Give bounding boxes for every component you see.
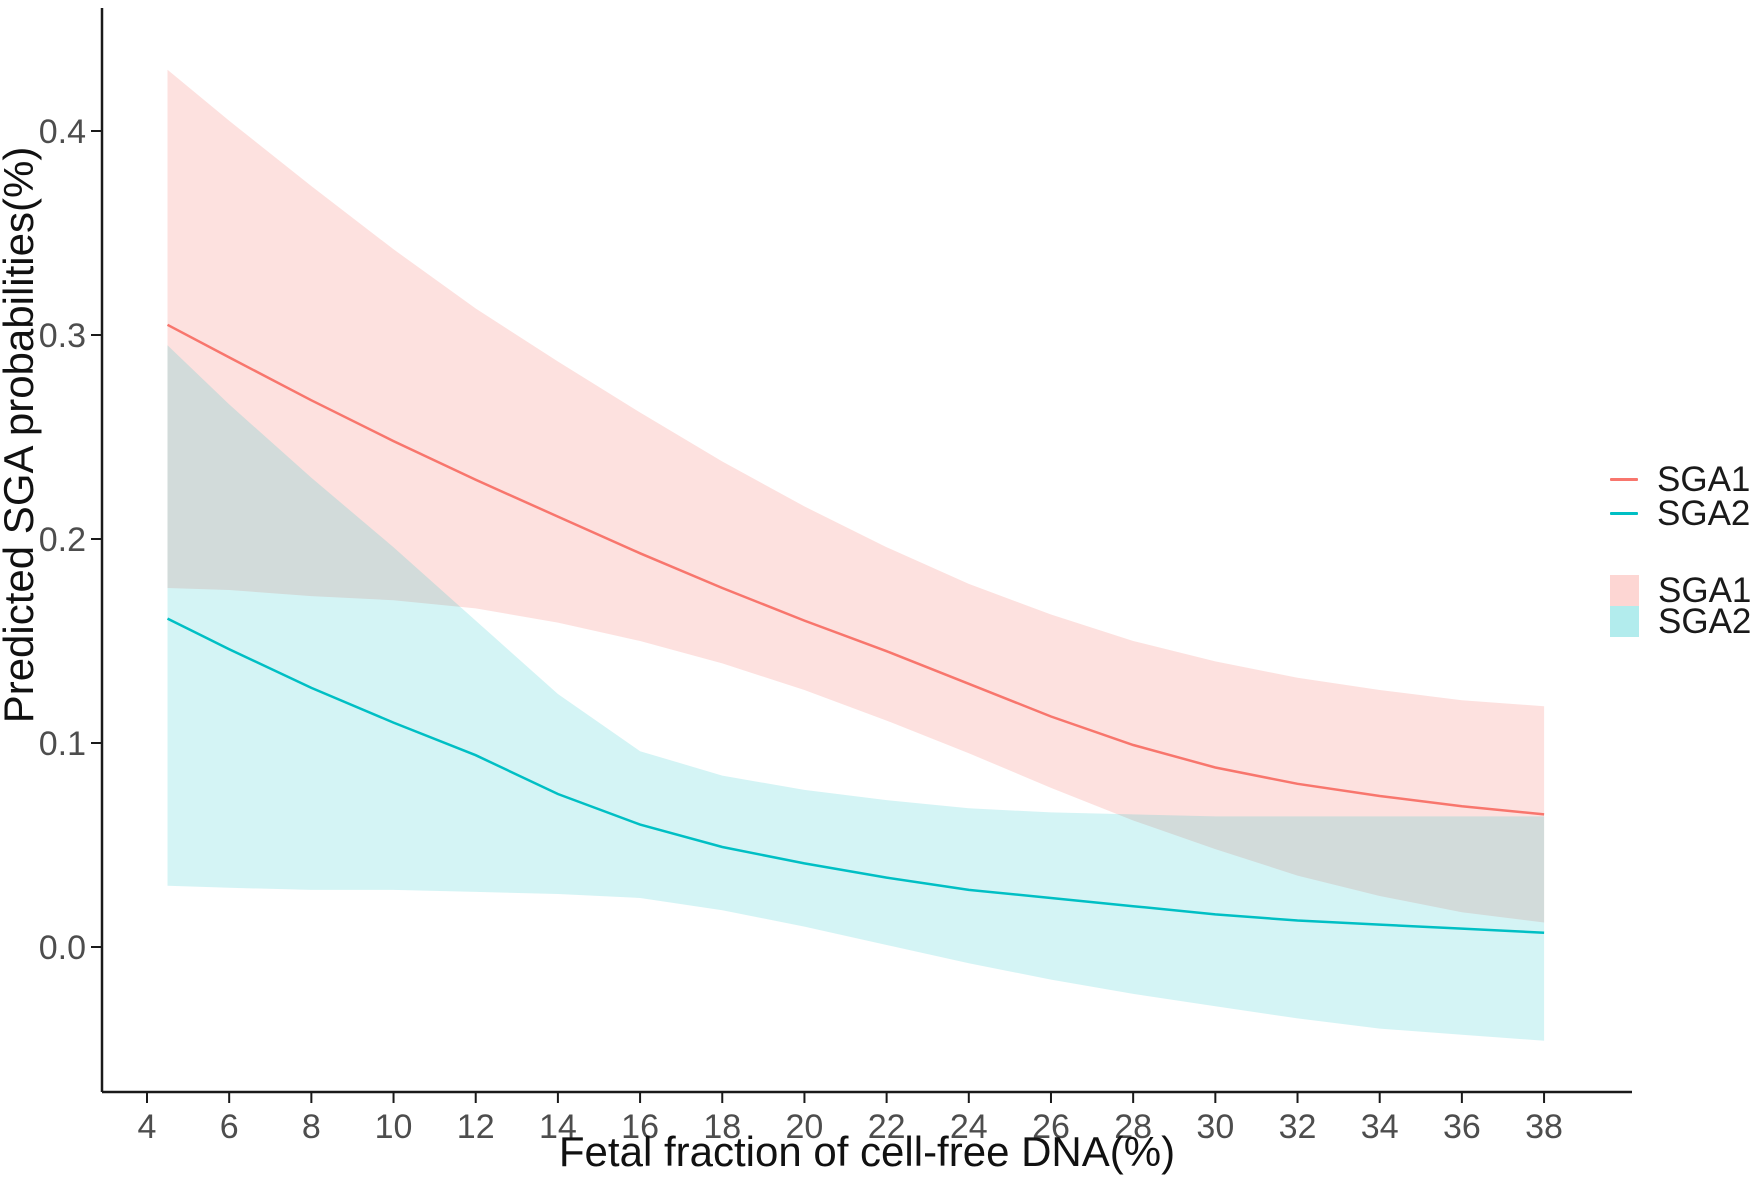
- legend-entry-fill-sga2: SGA2: [1610, 602, 1752, 641]
- legend-label: SGA1: [1658, 571, 1752, 610]
- sga1-line-key-icon: [1610, 477, 1638, 481]
- legend-group-gap: [1610, 530, 1751, 575]
- legend-label: SGA2: [1657, 493, 1751, 533]
- y-tick-label: 0.4: [39, 113, 86, 151]
- y-tick-label: 0.3: [39, 317, 86, 355]
- sga1-line: [166, 323, 1545, 816]
- sga2-ribbon: [167, 345, 1545, 1041]
- x-tick-label: 30: [1196, 1108, 1234, 1146]
- x-axis-title: Fetal fraction of cell-free DNA(%): [558, 1128, 1176, 1175]
- x-axis: 4 6 8 10 12 14 16 18 20 22 24 26 28 30 32 34 36 38: [102, 1090, 1632, 1146]
- x-tick-label: 14: [539, 1108, 577, 1146]
- sga2-line-key-icon: [1610, 511, 1638, 515]
- x-tick-label: 18: [703, 1108, 741, 1146]
- y-axis-title-text: Predicted SGA probabilities(%): [0, 146, 42, 724]
- y-axis-title: Predicted SGA probabilities(%): [0, 147, 43, 724]
- legend-label: SGA1: [1657, 459, 1751, 499]
- sga1-ribbon: [167, 69, 1545, 923]
- legend: SGA1 SGA2 SGA1 SGA2: [1610, 459, 1752, 641]
- legend-entry-fill-sga1: SGA1: [1610, 571, 1752, 610]
- x-tick-label: 12: [457, 1108, 495, 1146]
- x-tick-label: 34: [1361, 1108, 1399, 1146]
- legend-fill-group: SGA1 SGA2: [1610, 571, 1752, 641]
- sga2-ribbon-key-icon: [1610, 606, 1639, 637]
- legend-entry-line-sga2: SGA2: [1610, 493, 1751, 533]
- legend-entry-line-sga1: SGA1: [1610, 459, 1751, 499]
- y-tick-label: 0.1: [39, 725, 86, 763]
- x-tick-label: 4: [138, 1108, 157, 1146]
- y-tick-label: 0.0: [39, 929, 86, 967]
- x-tick-label: 22: [868, 1108, 906, 1146]
- legend-line-group: SGA1 SGA2: [1610, 459, 1751, 533]
- y-axis: 0.0 0.1 0.2 0.3 0.4: [39, 8, 104, 1092]
- x-tick-label: 36: [1443, 1108, 1481, 1146]
- x-tick-label: 10: [375, 1108, 413, 1146]
- legend-label: SGA2: [1658, 602, 1752, 641]
- x-tick-label: 38: [1525, 1108, 1563, 1146]
- x-tick-label: 24: [950, 1108, 988, 1146]
- x-tick-label: 32: [1279, 1108, 1317, 1146]
- x-tick-label: 16: [621, 1108, 659, 1146]
- x-tick-label: 26: [1032, 1108, 1070, 1146]
- y-tick-label: 0.2: [39, 521, 86, 559]
- x-tick-label: 28: [1114, 1108, 1152, 1146]
- sga1-ribbon-key-icon: [1610, 575, 1639, 606]
- x-tick-label: 6: [220, 1108, 239, 1146]
- x-tick-label: 20: [786, 1108, 824, 1146]
- x-tick-label: 8: [302, 1108, 321, 1146]
- sga2-line: [166, 617, 1545, 934]
